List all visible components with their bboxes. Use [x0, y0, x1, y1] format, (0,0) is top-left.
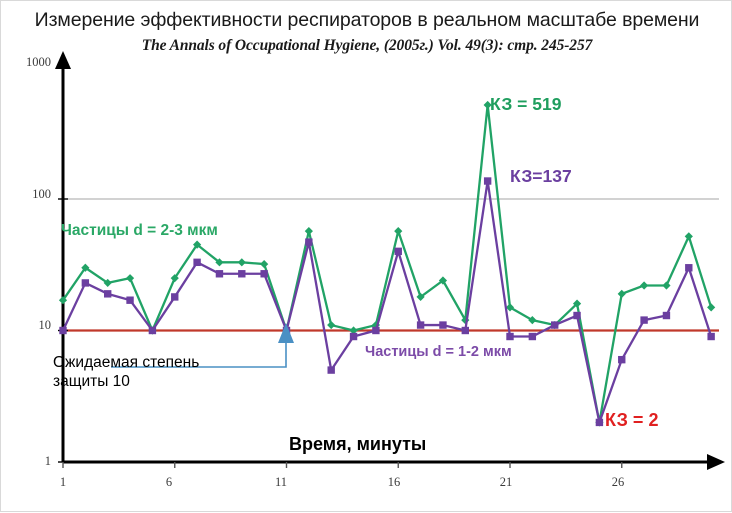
- series-green-marker: [103, 278, 112, 288]
- series-green-marker: [304, 227, 313, 236]
- series-purple-marker: [193, 258, 201, 267]
- series-purple-marker: [640, 316, 648, 324]
- series-purple-marker: [483, 177, 492, 185]
- series-green-marker: [662, 281, 671, 290]
- series-purple-marker: [81, 279, 90, 287]
- x-tick-label-16: 16: [387, 475, 401, 489]
- page-title: Измерение эффективности респираторов в р…: [34, 9, 700, 31]
- x-tick-label-26: 26: [611, 475, 625, 489]
- series-green-marker: [327, 320, 336, 330]
- series-purple-line: [61, 179, 713, 424]
- x-axis-arrow-icon: [707, 454, 725, 470]
- series-purple-marker: [394, 247, 402, 256]
- series-green-marker: [260, 259, 269, 269]
- x-axis-title: Время, минуты: [289, 434, 427, 454]
- series-purple-marker: [439, 321, 447, 329]
- series-green-marker: [170, 274, 179, 283]
- page-subtitle: The Annals of Occupational Hygiene, (200…: [141, 37, 593, 54]
- series-purple-marker: [327, 366, 335, 374]
- x-tick-label-6: 6: [165, 475, 173, 489]
- series-green-marker: [81, 263, 90, 272]
- x-tick-label-21: 21: [499, 475, 513, 489]
- series-purple-marker: [215, 270, 224, 278]
- series-purple-marker: [171, 293, 179, 301]
- series-purple-marker: [59, 326, 67, 335]
- expected-protection-line-1: Ожидаемая степень: [53, 354, 200, 371]
- series-green-marker: [371, 320, 380, 330]
- x-tick-label-11: 11: [274, 475, 288, 489]
- series-green-marker: [483, 100, 492, 110]
- series-green-marker: [528, 315, 537, 325]
- expected-protection-line-2: защиты 10: [53, 373, 130, 390]
- series-label-purple: Частицы d = 1-2 мкм: [365, 344, 512, 360]
- series-green-marker: [215, 258, 224, 267]
- y-tick-label-1000: 1000: [26, 55, 51, 69]
- y-axis-arrow-icon: [55, 51, 71, 69]
- series-purple-marker: [461, 326, 469, 335]
- series-green-marker: [461, 315, 470, 325]
- series-green-marker: [438, 276, 448, 285]
- series-purple-marker: [126, 296, 134, 304]
- callout-peak-green: КЗ = 519: [490, 94, 562, 114]
- series-purple-marker: [707, 332, 715, 341]
- callout-dip-red: КЗ = 2: [605, 410, 659, 430]
- series-purple-marker: [685, 264, 693, 272]
- series-green-marker: [707, 303, 716, 312]
- series-purple-marker: [238, 270, 246, 278]
- expected-protection-arrow-icon: [278, 323, 294, 343]
- series-purple-marker: [662, 311, 671, 320]
- series-green-marker: [349, 326, 358, 335]
- series-purple-marker: [528, 332, 537, 341]
- expected-protection-leader-line: [111, 341, 287, 368]
- series-purple-marker: [305, 238, 313, 246]
- series-purple-marker: [595, 418, 604, 427]
- y-tick-label-10: 10: [38, 318, 52, 332]
- expected-protection-label: Ожидаемая степень защиты 10: [53, 353, 199, 391]
- series-purple-marker: [618, 355, 626, 364]
- series-purple-marker: [104, 290, 112, 298]
- series-green-marker: [640, 281, 649, 290]
- y-tick-label-100: 100: [32, 187, 51, 201]
- series-green-marker: [125, 274, 135, 283]
- series-green-marker: [193, 240, 202, 249]
- series-purple-marker: [372, 326, 380, 335]
- series-purple-marker: [506, 332, 514, 341]
- y-tick-label-1: 1: [44, 454, 51, 468]
- series-green-line: [61, 103, 713, 424]
- x-tick-label-1: 1: [59, 475, 67, 489]
- series-green-marker: [394, 227, 403, 236]
- series-green-marker: [617, 289, 626, 298]
- series-purple-marker: [148, 326, 157, 335]
- series-purple-marker: [573, 311, 581, 320]
- series-green-marker: [505, 303, 515, 312]
- series-green-marker: [572, 299, 582, 308]
- series-green-marker: [58, 296, 68, 305]
- series-green-marker: [684, 232, 693, 241]
- series-purple-marker: [349, 332, 358, 341]
- series-green-marker: [416, 292, 425, 302]
- series-green-marker: [237, 258, 246, 267]
- series-label-green: Частицы d = 2-3 мкм: [61, 222, 218, 239]
- series-purple-marker: [416, 321, 425, 329]
- series-purple-marker: [260, 270, 268, 278]
- callout-peak-purple: КЗ=137: [510, 166, 572, 186]
- series-purple-marker: [551, 321, 559, 329]
